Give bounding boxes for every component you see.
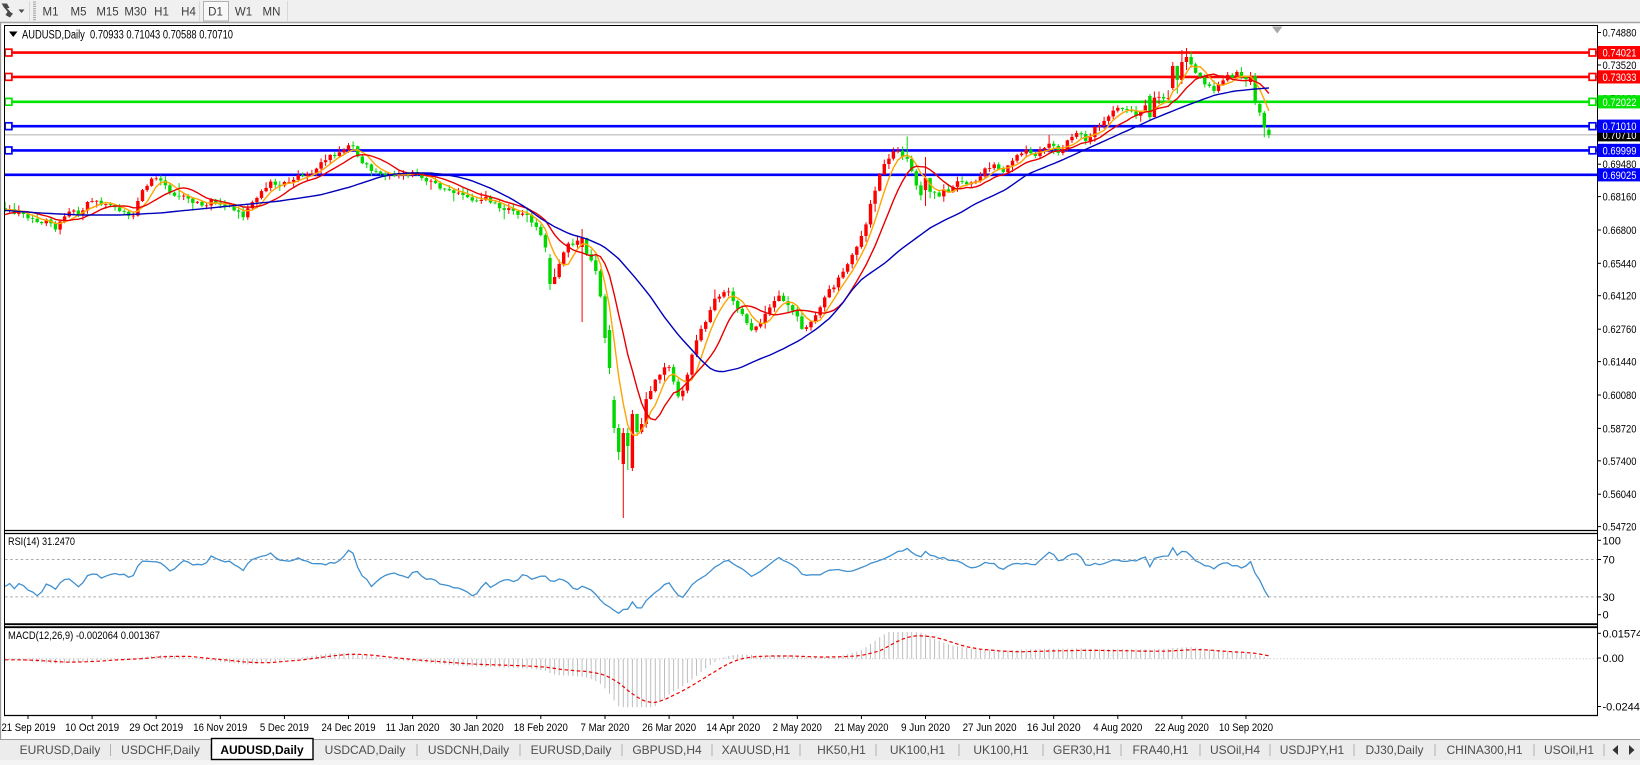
svg-text:0.015741: 0.015741: [1603, 628, 1640, 640]
svg-text:MN: MN: [263, 7, 281, 19]
svg-text:EURUSD,Daily: EURUSD,Daily: [531, 743, 612, 757]
svg-text:0.58720: 0.58720: [1603, 423, 1637, 435]
svg-text:21 May 2020: 21 May 2020: [834, 722, 888, 734]
svg-text:18 Feb 2020: 18 Feb 2020: [514, 722, 568, 734]
svg-text:0.00: 0.00: [1603, 653, 1624, 665]
svg-text:MACD(12,26,9) -0.002064 0.0013: MACD(12,26,9) -0.002064 0.001367: [8, 630, 160, 642]
svg-text:H1: H1: [154, 7, 169, 19]
svg-text:W1: W1: [235, 7, 252, 19]
svg-text:RSI(14) 31.2470: RSI(14) 31.2470: [8, 536, 75, 548]
svg-text:HK50,H1: HK50,H1: [817, 743, 866, 757]
svg-text:XAUUSD,H1: XAUUSD,H1: [722, 743, 791, 757]
svg-text:30 Jan 2020: 30 Jan 2020: [450, 722, 504, 734]
svg-text:30: 30: [1603, 592, 1615, 604]
svg-text:0.57400: 0.57400: [1603, 456, 1637, 468]
svg-text:10 Sep 2020: 10 Sep 2020: [1219, 722, 1273, 734]
svg-text:USDJPY,H1: USDJPY,H1: [1280, 743, 1345, 757]
svg-text:0: 0: [1603, 610, 1609, 622]
svg-text:9 Jun 2020: 9 Jun 2020: [901, 722, 950, 734]
svg-text:M30: M30: [124, 7, 146, 19]
svg-text:0.69025: 0.69025: [1603, 170, 1637, 182]
svg-text:0.61440: 0.61440: [1603, 357, 1637, 369]
svg-text:GBPUSD,H4: GBPUSD,H4: [632, 743, 702, 757]
svg-text:0.66800: 0.66800: [1603, 225, 1637, 237]
svg-text:29 Oct 2019: 29 Oct 2019: [129, 722, 183, 734]
svg-text:D1: D1: [208, 7, 223, 19]
svg-text:M5: M5: [71, 7, 87, 19]
svg-text:11 Jan 2020: 11 Jan 2020: [386, 722, 440, 734]
svg-text:26 Mar 2020: 26 Mar 2020: [642, 722, 696, 734]
svg-text:H4: H4: [181, 7, 196, 19]
svg-text:UK100,H1: UK100,H1: [890, 743, 946, 757]
svg-text:16 Jul 2020: 16 Jul 2020: [1027, 722, 1081, 734]
svg-text:0.73520: 0.73520: [1603, 60, 1637, 72]
svg-text:M1: M1: [43, 7, 59, 19]
svg-text:5 Dec 2019: 5 Dec 2019: [260, 722, 309, 734]
svg-text:FRA40,H1: FRA40,H1: [1132, 743, 1188, 757]
svg-text:24 Dec 2019: 24 Dec 2019: [322, 722, 376, 734]
svg-text:100: 100: [1603, 535, 1621, 547]
svg-text:0.56040: 0.56040: [1603, 489, 1637, 501]
svg-text:21 Sep 2019: 21 Sep 2019: [2, 722, 56, 734]
svg-text:USOil,H1: USOil,H1: [1544, 743, 1594, 757]
svg-text:10 Oct 2019: 10 Oct 2019: [65, 722, 119, 734]
svg-text:UK100,H1: UK100,H1: [973, 743, 1029, 757]
svg-text:7 Mar 2020: 7 Mar 2020: [581, 722, 630, 734]
svg-text:USDCHF,Daily: USDCHF,Daily: [121, 743, 200, 757]
svg-text:M15: M15: [96, 7, 118, 19]
svg-text:16 Nov 2019: 16 Nov 2019: [193, 722, 247, 734]
svg-text:0.72022: 0.72022: [1603, 97, 1637, 109]
svg-text:AUDUSD,Daily: AUDUSD,Daily: [220, 743, 304, 757]
svg-text:0.69999: 0.69999: [1603, 145, 1637, 157]
svg-text:0.73033: 0.73033: [1603, 72, 1637, 84]
svg-text:GER30,H1: GER30,H1: [1053, 743, 1111, 757]
svg-text:0.74021: 0.74021: [1603, 48, 1637, 60]
svg-text:0.65440: 0.65440: [1603, 258, 1637, 270]
svg-text:0.74880: 0.74880: [1603, 28, 1637, 40]
svg-text:0.71010: 0.71010: [1603, 121, 1637, 133]
svg-text:EURUSD,Daily: EURUSD,Daily: [20, 743, 101, 757]
svg-text:USOil,H4: USOil,H4: [1210, 743, 1260, 757]
svg-text:-0.024412: -0.024412: [1603, 702, 1640, 714]
svg-text:4 Aug 2020: 4 Aug 2020: [1093, 722, 1142, 734]
svg-text:USDCNH,Daily: USDCNH,Daily: [428, 743, 509, 757]
svg-text:USDCAD,Daily: USDCAD,Daily: [325, 743, 406, 757]
svg-text:0.62760: 0.62760: [1603, 324, 1637, 336]
svg-text:0.54720: 0.54720: [1603, 522, 1637, 534]
svg-text:27 Jun 2020: 27 Jun 2020: [963, 722, 1017, 734]
svg-text:CHINA300,H1: CHINA300,H1: [1446, 743, 1522, 757]
svg-text:22 Aug 2020: 22 Aug 2020: [1155, 722, 1209, 734]
svg-text:DJ30,Daily: DJ30,Daily: [1365, 743, 1423, 757]
svg-text:0.60080: 0.60080: [1603, 390, 1637, 402]
svg-text:14 Apr 2020: 14 Apr 2020: [706, 722, 760, 734]
svg-text:0.68160: 0.68160: [1603, 192, 1637, 204]
svg-text:0.64120: 0.64120: [1603, 291, 1637, 303]
svg-text:2 May 2020: 2 May 2020: [773, 722, 822, 734]
svg-text:70: 70: [1603, 555, 1615, 567]
svg-text:AUDUSD,Daily 0.70933 0.71043: AUDUSD,Daily 0.70933 0.71043 0.70588 0.7…: [22, 30, 233, 42]
